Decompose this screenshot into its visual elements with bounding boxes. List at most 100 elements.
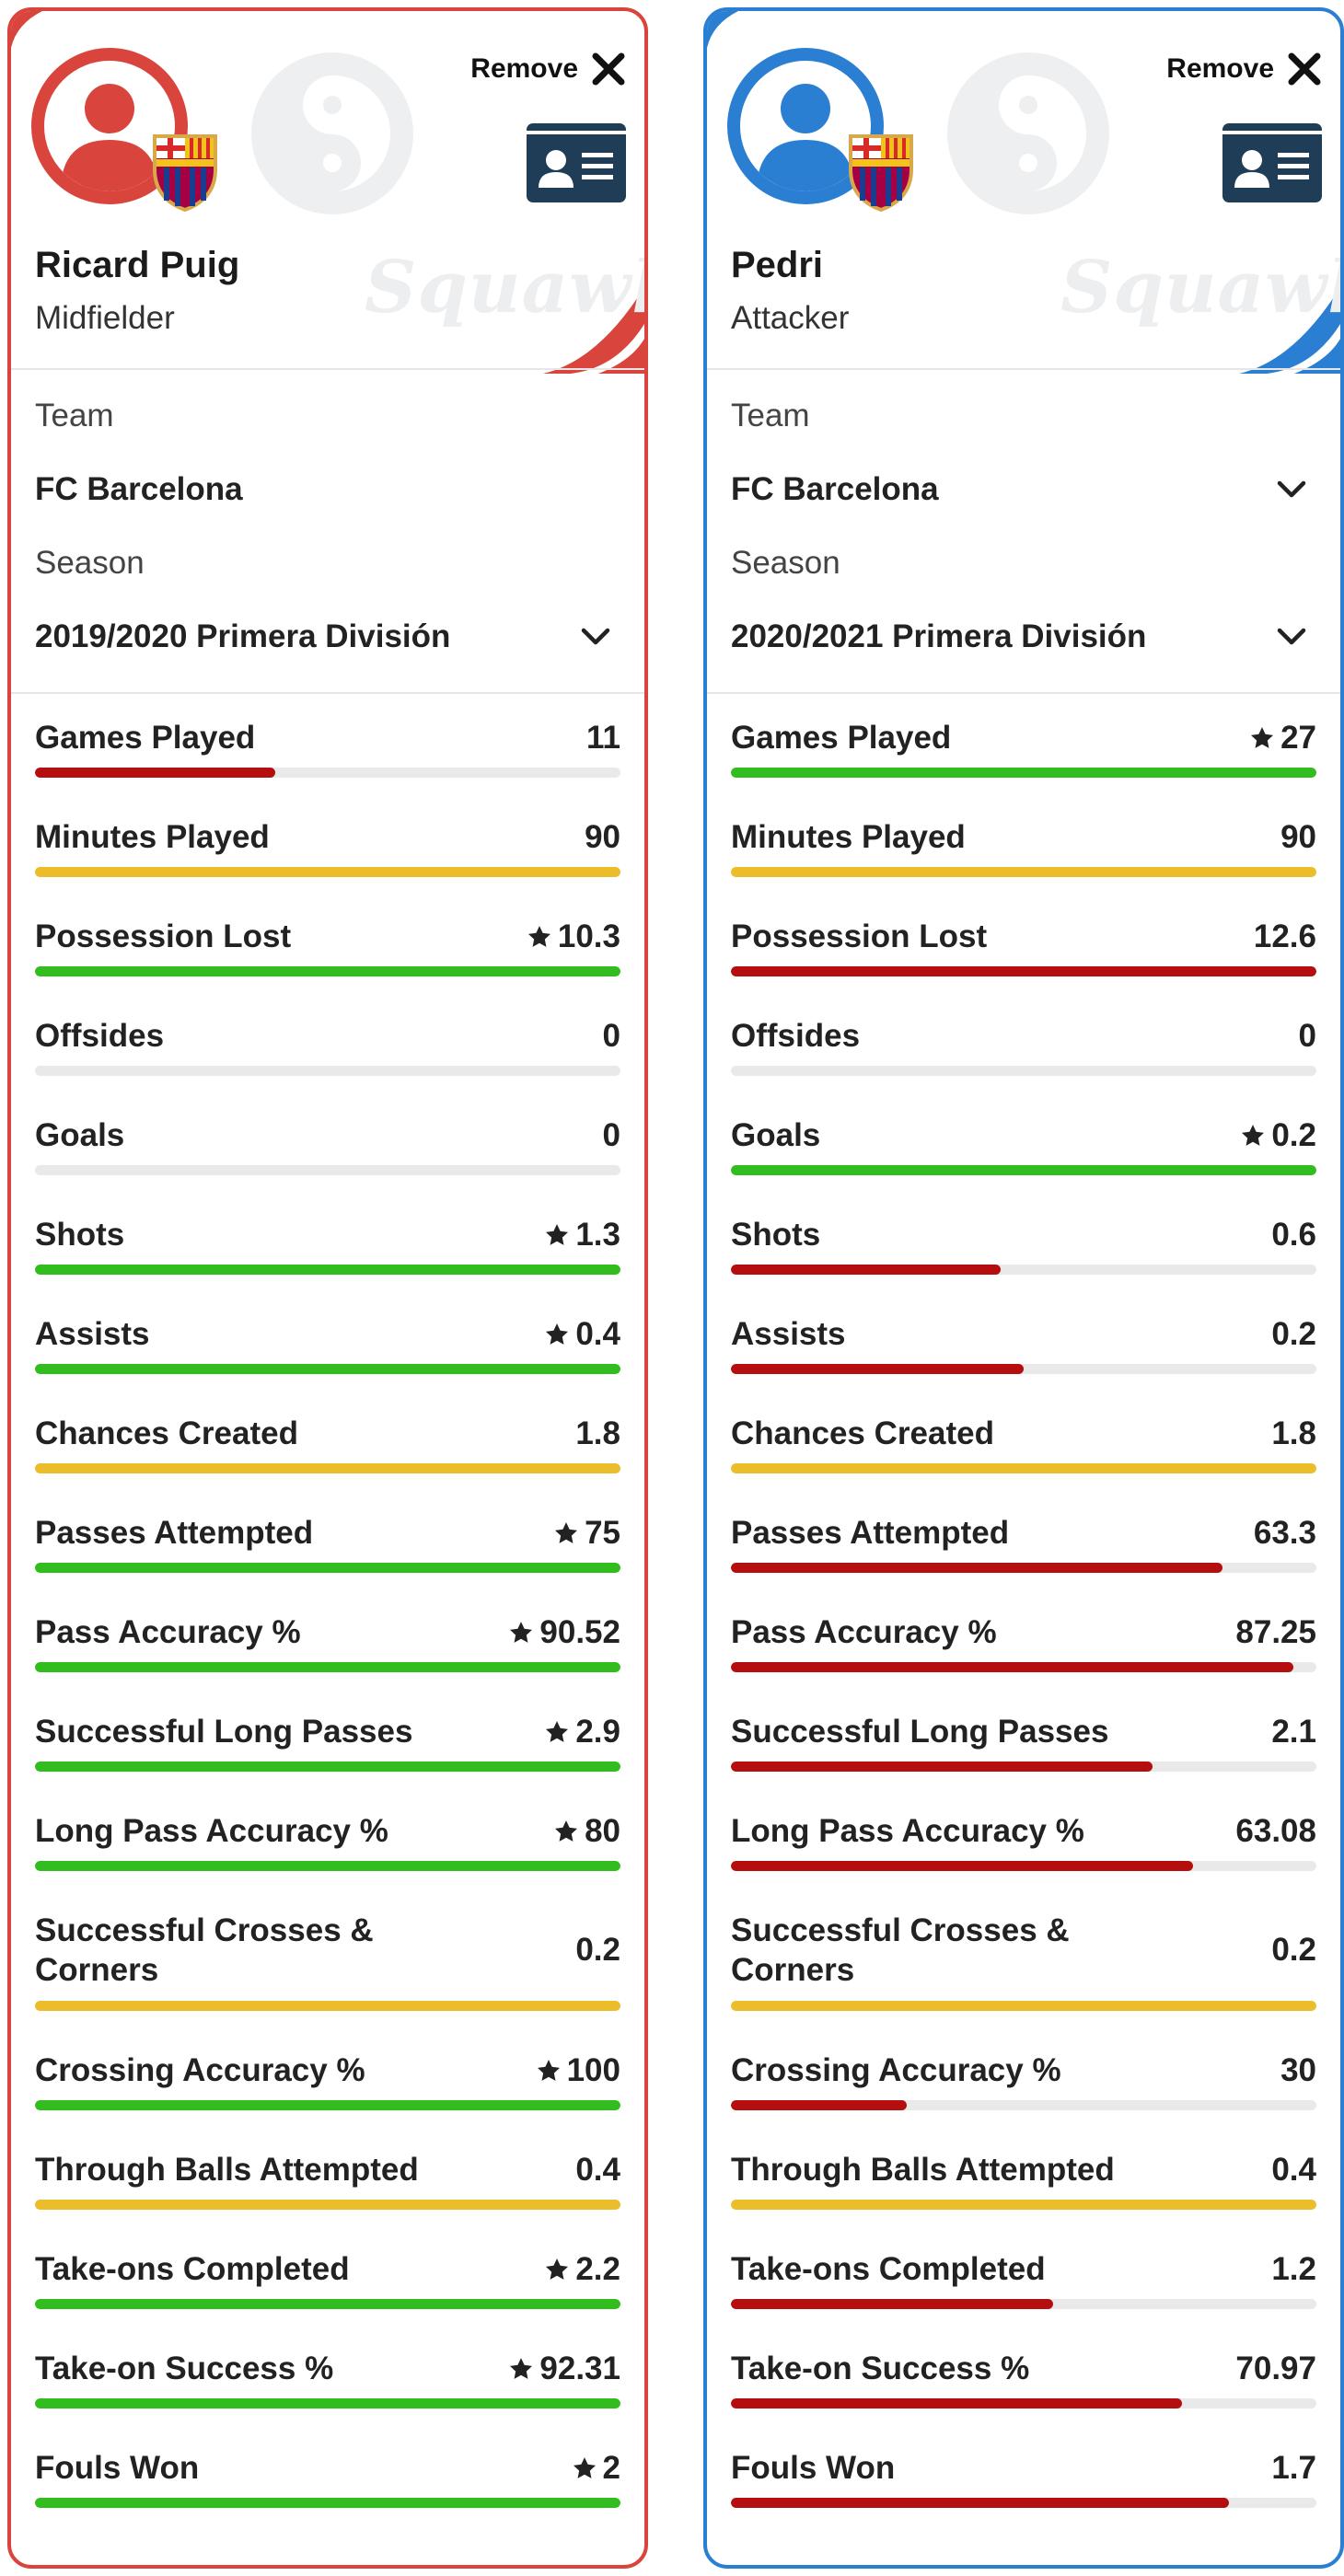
stat-bar bbox=[731, 2100, 1316, 2110]
stat-row: Goals 0.2 bbox=[731, 1115, 1316, 1175]
team-select[interactable]: FC Barcelona bbox=[731, 462, 1316, 517]
stat-header: Possession Lost 12.6 bbox=[731, 917, 1316, 956]
stat-bar-fill bbox=[731, 1265, 1001, 1275]
team-value: FC Barcelona bbox=[731, 471, 939, 507]
stat-row: Chances Created 1.8 bbox=[731, 1414, 1316, 1473]
stat-row: Assists 0.4 bbox=[35, 1314, 620, 1374]
stat-number: 63.3 bbox=[1253, 1514, 1316, 1551]
stat-label: Successful Crosses & Corners bbox=[731, 1912, 1070, 1988]
stat-row: Crossing Accuracy % 100 bbox=[35, 2050, 620, 2110]
star-icon bbox=[544, 1719, 570, 1745]
id-card-icon[interactable] bbox=[527, 123, 626, 202]
stat-bar bbox=[731, 2200, 1316, 2210]
stat-header: Games Played 11 bbox=[35, 718, 620, 757]
stat-number: 90.52 bbox=[539, 1613, 620, 1650]
stat-row: Goals 0 bbox=[35, 1115, 620, 1175]
close-icon bbox=[1287, 52, 1322, 87]
stat-header: Take-on Success % 70.97 bbox=[731, 2349, 1316, 2388]
stat-label: Take-on Success % bbox=[35, 2351, 334, 2386]
stat-row: Crossing Accuracy % 30 bbox=[731, 2050, 1316, 2110]
stat-bar-fill bbox=[731, 1762, 1153, 1772]
stat-label: Shots bbox=[731, 1217, 821, 1253]
stat-bar bbox=[35, 2001, 620, 2011]
squawka-logo-icon bbox=[947, 52, 1109, 214]
stat-label: Pass Accuracy % bbox=[731, 1614, 997, 1650]
stat-header: Possession Lost 10.3 bbox=[35, 917, 620, 956]
stat-bar-fill bbox=[731, 1861, 1194, 1871]
remove-label: Remove bbox=[470, 53, 578, 84]
stat-number: 12.6 bbox=[1253, 918, 1316, 954]
card-corner-accent bbox=[707, 11, 738, 48]
divider bbox=[11, 692, 644, 694]
stat-bar bbox=[35, 1662, 620, 1672]
divider bbox=[707, 692, 1340, 694]
stat-bar bbox=[731, 1066, 1316, 1076]
stat-number: 70.97 bbox=[1235, 2350, 1316, 2386]
star-icon bbox=[544, 2257, 570, 2282]
stat-number: 100 bbox=[566, 2051, 620, 2088]
stat-header: Crossing Accuracy % 30 bbox=[731, 2050, 1316, 2090]
id-card-icon[interactable] bbox=[1222, 123, 1322, 202]
stat-bar bbox=[35, 867, 620, 877]
stat-label: Through Balls Attempted bbox=[731, 2152, 1115, 2188]
stat-bar-fill bbox=[731, 2100, 907, 2110]
stat-bar-fill bbox=[35, 1463, 620, 1473]
season-select[interactable]: 2019/2020 Primera División bbox=[35, 609, 620, 664]
stat-value: 0.2 bbox=[1240, 1117, 1316, 1154]
stat-bar bbox=[35, 1463, 620, 1473]
stat-value: 0.4 bbox=[544, 1316, 620, 1353]
stat-row: Take-on Success % 92.31 bbox=[35, 2349, 620, 2409]
fc-barcelona-crest bbox=[849, 134, 913, 212]
stat-row: Games Played 11 bbox=[35, 718, 620, 778]
stat-label: Possession Lost bbox=[35, 918, 292, 954]
stat-header: Chances Created 1.8 bbox=[731, 1414, 1316, 1453]
stat-bar-fill bbox=[35, 2498, 620, 2508]
season-value: 2019/2020 Primera División bbox=[35, 618, 451, 654]
stat-number: 1.7 bbox=[1271, 2449, 1316, 2486]
stat-header: Offsides 0 bbox=[35, 1016, 620, 1056]
stat-number: 92.31 bbox=[539, 2350, 620, 2386]
stat-value: 1.8 bbox=[1271, 1415, 1316, 1452]
stat-label: Assists bbox=[35, 1316, 150, 1352]
stat-number: 2.9 bbox=[575, 1713, 620, 1750]
player-position: Attacker bbox=[731, 300, 850, 336]
chevron-down-icon bbox=[1276, 479, 1307, 500]
stat-bar-fill bbox=[35, 2001, 620, 2011]
stat-label: Assists bbox=[731, 1316, 846, 1352]
stat-header: Successful Long Passes 2.9 bbox=[35, 1712, 620, 1751]
stat-number: 0 bbox=[1298, 1017, 1316, 1054]
stat-header: Passes Attempted 75 bbox=[35, 1513, 620, 1553]
stat-bar bbox=[731, 2001, 1316, 2011]
stat-bar-fill bbox=[731, 1563, 1223, 1573]
stat-label: Offsides bbox=[35, 1018, 165, 1054]
stat-bar bbox=[731, 966, 1316, 976]
stat-number: 11 bbox=[586, 719, 620, 756]
stat-number: 90 bbox=[1280, 818, 1316, 855]
stat-number: 1.8 bbox=[575, 1415, 620, 1451]
stat-number: 0.2 bbox=[1271, 1116, 1316, 1153]
divider bbox=[707, 368, 1340, 370]
stat-label: Passes Attempted bbox=[35, 1515, 314, 1551]
divider bbox=[11, 368, 644, 370]
stat-header: Take-ons Completed 2.2 bbox=[35, 2249, 620, 2289]
stat-value: 90 bbox=[585, 819, 620, 856]
stat-bar bbox=[35, 768, 620, 778]
stat-value: 80 bbox=[553, 1813, 620, 1850]
stat-bar-fill bbox=[731, 768, 1316, 778]
season-select[interactable]: 2020/2021 Primera División bbox=[731, 609, 1316, 664]
player-name: Ricard Puig bbox=[35, 245, 240, 285]
star-icon bbox=[527, 924, 552, 950]
stat-row: Assists 0.2 bbox=[731, 1314, 1316, 1374]
remove-button[interactable]: Remove bbox=[1166, 52, 1322, 87]
stat-value: 1.3 bbox=[544, 1217, 620, 1253]
star-icon bbox=[553, 1520, 579, 1546]
close-icon bbox=[591, 52, 626, 87]
stat-header: Goals 0 bbox=[35, 1115, 620, 1155]
stat-bar-fill bbox=[35, 768, 275, 778]
stat-label: Games Played bbox=[731, 720, 952, 756]
remove-button[interactable]: Remove bbox=[470, 52, 626, 87]
stat-bar bbox=[35, 1563, 620, 1573]
stat-bar bbox=[731, 2498, 1316, 2508]
stat-row: Long Pass Accuracy % 63.08 bbox=[731, 1811, 1316, 1871]
stat-bar-fill bbox=[731, 2200, 1316, 2210]
